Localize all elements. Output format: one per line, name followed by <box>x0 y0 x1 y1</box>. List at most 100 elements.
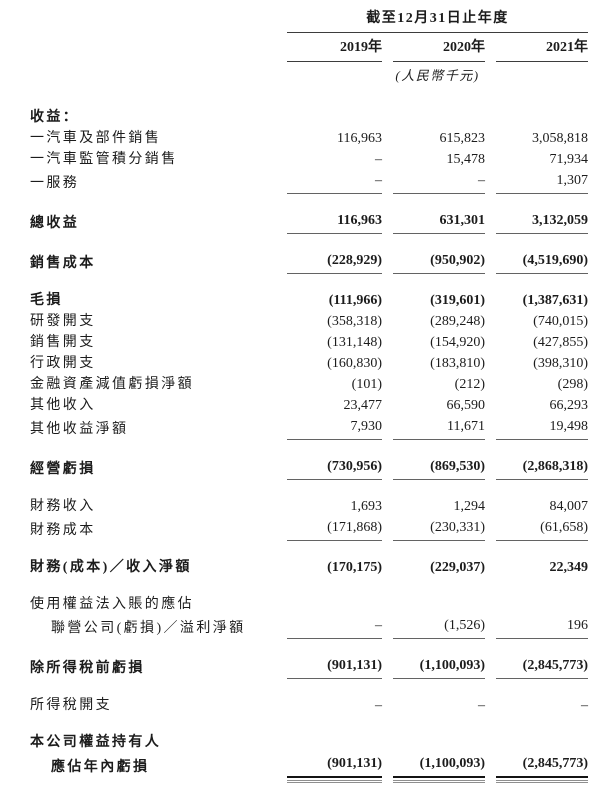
table-row: 所得稅開支 – – – <box>30 695 588 716</box>
cell-value: – <box>287 170 382 194</box>
cell-value: 3,058,818 <box>532 131 588 146</box>
cell-value: (101) <box>351 377 382 392</box>
cell-value: 196 <box>496 615 588 639</box>
cell-value: (901,131) <box>287 655 382 679</box>
table-row: 財務收入 1,693 1,294 84,007 <box>30 496 588 517</box>
cell-value: 3,132,059 <box>496 210 588 234</box>
table-row: 其他收入 23,477 66,590 66,293 <box>30 395 588 416</box>
period-header-row: 截至12月31日止年度 <box>30 9 588 33</box>
table-row: 銷售開支 (131,148) (154,920) (427,855) <box>30 332 588 353</box>
row-label: 行政開支 <box>30 356 96 371</box>
cell-value: (398,310) <box>533 356 588 371</box>
cell-value: (4,519,690) <box>496 250 588 274</box>
row-label: 其他收益淨額 <box>30 422 129 437</box>
row-label: 所得稅開支 <box>30 698 112 713</box>
cell-value: (289,248) <box>430 314 485 329</box>
table-row: 財務成本 (171,868) (230,331) (61,658) <box>30 517 588 541</box>
table-row: 行政開支 (160,830) (183,810) (398,310) <box>30 353 588 374</box>
cell-value: (2,845,773) <box>496 753 588 783</box>
cell-value: (950,902) <box>393 250 485 274</box>
cell-value: (319,601) <box>430 293 485 308</box>
cell-value: (2,845,773) <box>496 655 588 679</box>
table-row: 經營虧損 (730,956) (869,530) (2,868,318) <box>30 456 588 480</box>
table-row: 應佔年內虧損 (901,131) (1,100,093) (2,845,773) <box>30 753 588 783</box>
cell-value: 66,590 <box>446 398 486 413</box>
cell-value: – <box>375 698 382 713</box>
year-column-2020: 2020年 <box>393 38 485 62</box>
row-label: 財務收入 <box>30 499 96 514</box>
cell-value: (901,131) <box>287 753 382 783</box>
table-row: 收益： <box>30 107 588 128</box>
row-label: 銷售開支 <box>30 335 96 350</box>
cell-value: (154,920) <box>430 335 485 350</box>
cell-value: 1,294 <box>453 499 486 514</box>
cell-value: (2,868,318) <box>496 456 588 480</box>
cell-value: (228,929) <box>287 250 382 274</box>
cell-value: 116,963 <box>337 131 382 146</box>
row-label: 除所得稅前虧損 <box>30 661 145 676</box>
cell-value: 19,498 <box>496 416 588 440</box>
cell-value: 23,477 <box>343 398 383 413</box>
table-row: 總收益 116,963 631,301 3,132,059 <box>30 210 588 234</box>
cell-value: (183,810) <box>430 356 485 371</box>
row-label: 應佔年內虧損 <box>51 760 150 775</box>
cell-value: 71,934 <box>549 152 589 167</box>
currency-unit-note: (人民幣千元) <box>395 68 480 83</box>
table-row: 其他收益淨額 7,930 11,671 19,498 <box>30 416 588 440</box>
cell-value: (298) <box>557 377 588 392</box>
table-row: 研發開支 (358,318) (289,248) (740,015) <box>30 311 588 332</box>
table-row: 毛損 (111,966) (319,601) (1,387,631) <box>30 290 588 311</box>
cell-value: (131,148) <box>327 335 382 350</box>
year-column-2021: 2021年 <box>496 38 588 62</box>
income-statement-table: 收益： 一汽車及部件銷售 116,963 615,823 3,058,818 一汽車監管積… <box>30 107 588 783</box>
row-label: 使用權益法入賬的應佔 <box>30 597 194 612</box>
year-column-2019: 2019年 <box>287 38 382 62</box>
table-row: 銷售成本 (228,929) (950,902) (4,519,690) <box>30 250 588 274</box>
cell-value: (740,015) <box>533 314 588 329</box>
cell-value: 7,930 <box>287 416 382 440</box>
cell-value: (427,855) <box>533 335 588 350</box>
cell-value: 84,007 <box>549 499 589 514</box>
row-label: 研發開支 <box>30 314 96 329</box>
row-label: 銷售成本 <box>30 256 96 271</box>
row-label: 總收益 <box>30 216 80 231</box>
cell-value: (171,868) <box>287 517 382 541</box>
cell-value: 615,823 <box>439 131 486 146</box>
unit-note-row: (人民幣千元) <box>30 62 588 86</box>
table-row: 財務(成本)／收入淨額 (170,175) (229,037) 22,349 <box>30 557 588 578</box>
cell-value: (212) <box>454 377 485 392</box>
cell-value: – <box>393 170 485 194</box>
cell-value: – <box>375 152 382 167</box>
table-row: 本公司權益持有人 <box>30 732 588 753</box>
cell-value: (230,331) <box>393 517 485 541</box>
cell-value: 1,307 <box>496 170 588 194</box>
row-label: 金融資產減值虧損淨額 <box>30 377 194 392</box>
cell-value: (229,037) <box>430 560 485 575</box>
row-label: 財務成本 <box>30 523 96 538</box>
row-label: 財務(成本)／收入淨額 <box>30 560 192 575</box>
cell-value: (1,100,093) <box>393 655 485 679</box>
row-label: 收益： <box>30 110 80 125</box>
cell-value: (358,318) <box>327 314 382 329</box>
cell-value: 15,478 <box>446 152 486 167</box>
cell-value: – <box>287 615 382 639</box>
cell-value: 1,693 <box>350 499 383 514</box>
cell-value: (869,530) <box>393 456 485 480</box>
row-label: 一服務 <box>30 176 80 191</box>
cell-value: – <box>478 698 485 713</box>
table-row: 金融資產減值虧損淨額 (101) (212) (298) <box>30 374 588 395</box>
cell-value: (1,526) <box>393 615 485 639</box>
row-label: 本公司權益持有人 <box>30 735 162 750</box>
table-row: 一汽車監管積分銷售 – 15,478 71,934 <box>30 149 588 170</box>
cell-value: (170,175) <box>327 560 382 575</box>
cell-value: (1,387,631) <box>522 293 588 308</box>
cell-value: – <box>581 698 588 713</box>
cell-value: (111,966) <box>328 293 382 308</box>
row-label: 聯營公司(虧損)／溢利淨額 <box>51 621 246 636</box>
cell-value: (160,830) <box>327 356 382 371</box>
cell-value: 631,301 <box>393 210 485 234</box>
cell-value: (1,100,093) <box>393 753 485 783</box>
cell-value: 11,671 <box>393 416 485 440</box>
cell-value: 66,293 <box>549 398 589 413</box>
row-label: 毛損 <box>30 293 63 308</box>
